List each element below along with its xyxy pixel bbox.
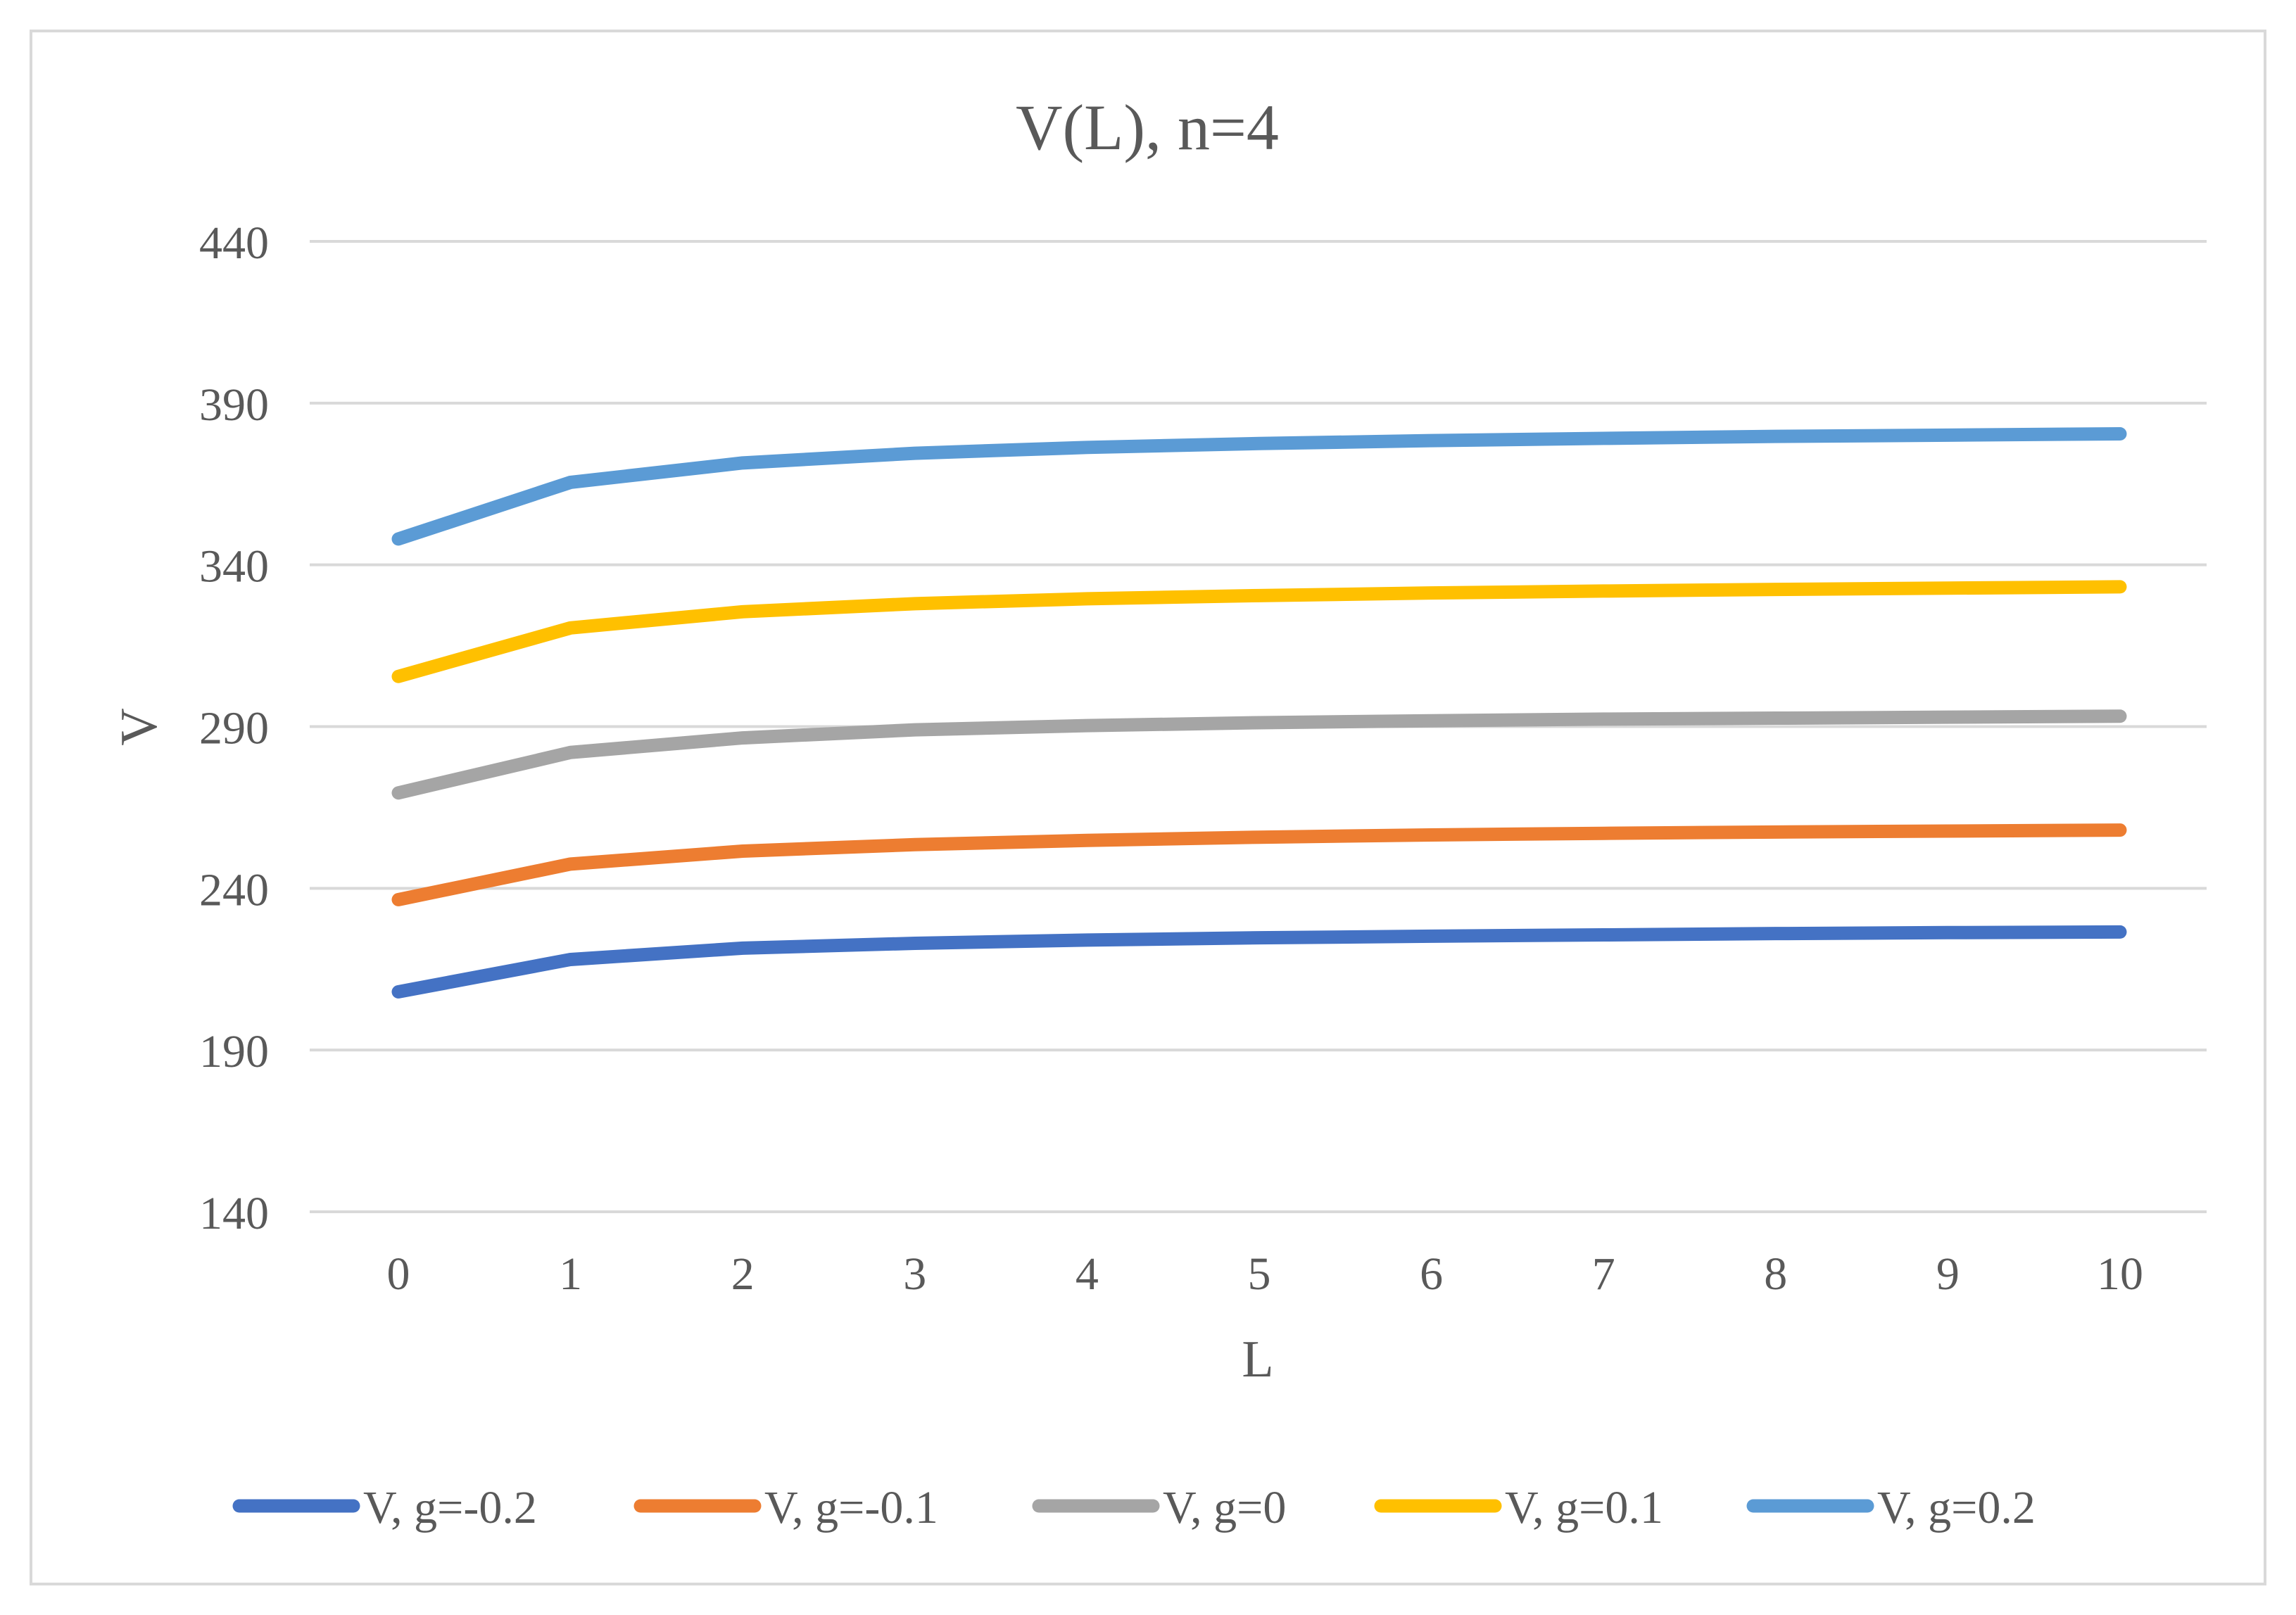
x-tick-label: 2	[731, 1248, 755, 1300]
series-line	[391, 709, 2127, 800]
legend-label: V, g=0	[1163, 1482, 1286, 1533]
legend-item: V, g=0.2	[1746, 1482, 2036, 1533]
series-line	[391, 580, 2127, 683]
gridlines	[310, 240, 2207, 1213]
x-tick-label: 5	[1248, 1248, 1271, 1300]
y-tick-label: 340	[199, 541, 269, 593]
x-tick-label: 10	[2097, 1248, 2143, 1300]
legend-label: V, g=0.2	[1877, 1482, 2036, 1533]
y-axis-tick-labels: 140 190 240 290 340 390 440	[199, 217, 269, 1239]
y-axis-label: V	[111, 708, 168, 745]
chart-title: V(L), n=4	[1016, 91, 1279, 163]
legend-item: V, g=-0.2	[232, 1482, 537, 1533]
y-tick-label: 390	[199, 379, 269, 431]
x-tick-label: 3	[903, 1248, 926, 1300]
y-tick-label: 440	[199, 217, 269, 269]
series-line	[391, 823, 2127, 906]
legend-item: V, g=0.1	[1374, 1482, 1663, 1533]
legend: V, g=-0.2 V, g=-0.1 V, g=0 V, g=0.1 V, g=0.2	[232, 1482, 2036, 1533]
y-tick-label: 190	[199, 1026, 269, 1077]
x-tick-label: 4	[1076, 1248, 1099, 1300]
x-tick-label: 1	[559, 1248, 582, 1300]
x-tick-label: 7	[1592, 1248, 1615, 1300]
legend-item: V, g=-0.1	[633, 1482, 938, 1533]
legend-item: V, g=0	[1032, 1482, 1286, 1533]
series-line	[391, 925, 2127, 999]
x-axis-label: L	[1242, 1331, 1273, 1388]
x-tick-label: 0	[387, 1248, 410, 1300]
y-tick-label: 290	[199, 703, 269, 754]
legend-label: V, g=-0.2	[363, 1482, 537, 1533]
y-tick-label: 240	[199, 864, 269, 916]
x-tick-label: 9	[1936, 1248, 1960, 1300]
legend-label: V, g=-0.1	[764, 1482, 938, 1533]
chart-frame	[30, 30, 2266, 1585]
y-tick-label: 140	[199, 1188, 269, 1239]
series-line	[391, 427, 2127, 546]
x-tick-label: 6	[1420, 1248, 1443, 1300]
x-axis-tick-labels: 0 1 2 3 4 5 6 7 8 9 10	[387, 1248, 2144, 1300]
x-tick-label: 8	[1764, 1248, 1787, 1300]
series-lines	[391, 427, 2127, 999]
legend-label: V, g=0.1	[1505, 1482, 1663, 1533]
